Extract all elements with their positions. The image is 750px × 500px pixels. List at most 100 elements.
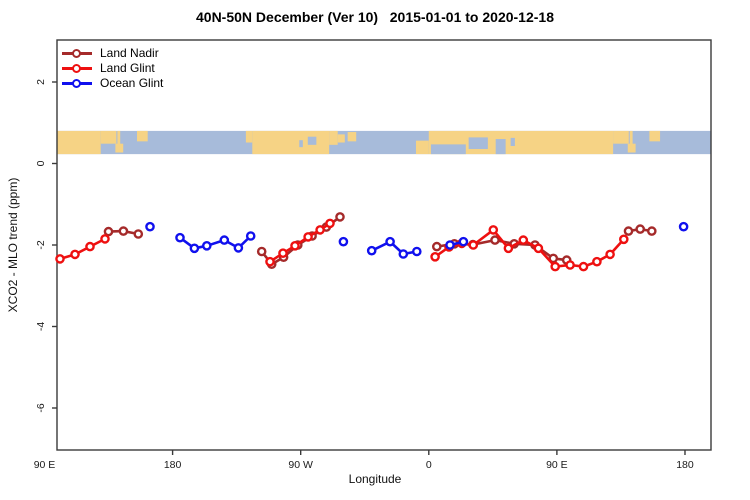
map-land-segment <box>117 130 121 148</box>
legend-line-circle-icon <box>62 49 92 58</box>
map-land-segment <box>627 143 636 153</box>
data-point <box>256 246 267 257</box>
data-point <box>103 226 114 237</box>
data-point <box>398 249 409 259</box>
data-point <box>290 240 300 251</box>
legend-line-circle-icon <box>62 79 92 88</box>
x-axis-label: Longitude <box>348 472 402 486</box>
x-tick-label: 180 <box>676 459 694 471</box>
map-land-segment <box>100 130 117 144</box>
x-tick-label: 90 E <box>546 459 568 471</box>
map-land-segment <box>347 132 357 142</box>
data-point <box>189 243 200 254</box>
data-point <box>366 245 377 256</box>
data-point <box>468 240 479 250</box>
map-water-segment <box>299 140 303 148</box>
map-water-segment <box>307 136 317 145</box>
map-land-segment <box>415 140 429 155</box>
map-strip <box>57 130 711 155</box>
data-point <box>458 236 469 247</box>
map-water-segment <box>510 137 515 146</box>
map-land-segment <box>252 130 330 155</box>
data-point <box>445 240 455 250</box>
series-ocean-glint <box>145 221 689 259</box>
chart-title: 40N-50N December (Ver 10) 2015-01-01 to … <box>196 9 554 25</box>
data-point <box>55 254 65 264</box>
legend-item-label: Land Nadir <box>100 46 159 60</box>
y-tick-label: -4 <box>35 322 47 331</box>
series-land-nadir <box>103 212 657 270</box>
data-point <box>133 229 144 239</box>
series-line <box>58 237 107 261</box>
data-point <box>303 232 313 242</box>
map-land-segment <box>613 130 629 144</box>
data-point <box>100 234 110 244</box>
data-point <box>278 248 288 258</box>
data-point <box>623 226 634 236</box>
data-point <box>245 231 256 241</box>
data-point <box>619 234 629 245</box>
data-point <box>490 235 500 245</box>
data-point <box>315 225 325 235</box>
map-water-segment <box>468 137 488 150</box>
map-land-segment <box>57 130 101 155</box>
data-point <box>431 241 442 252</box>
data-point <box>635 224 646 234</box>
y-tick-label: 0 <box>35 160 47 166</box>
map-land-segment <box>649 130 661 142</box>
data-point <box>175 232 185 243</box>
legend-line-circle-icon <box>62 64 92 73</box>
legend-item-label: Ocean Glint <box>100 76 164 90</box>
data-point <box>201 240 212 251</box>
data-point <box>335 212 345 222</box>
data-point <box>265 256 275 267</box>
legend-item-ocean-glint: Ocean Glint <box>62 76 163 91</box>
x-tick-label: 0 <box>426 459 432 471</box>
data-point <box>548 253 559 264</box>
data-point <box>518 235 529 245</box>
map-water-segment <box>430 144 466 155</box>
x-axis-ticks: 90 E 180 90 W 0 90 E 180 <box>34 450 694 471</box>
legend-item-land-nadir: Land Nadir <box>62 46 163 61</box>
data-point <box>145 221 155 232</box>
x-tick-label: 90 W <box>288 459 313 471</box>
data-point <box>430 251 440 262</box>
x-tick-label: 90 E <box>34 459 56 471</box>
x-tick-label: 180 <box>164 459 182 471</box>
data-point <box>550 261 561 272</box>
data-point <box>503 243 514 254</box>
data-point <box>488 225 499 235</box>
data-point <box>70 249 80 260</box>
map-land-segment <box>629 130 633 148</box>
y-tick-label: -6 <box>35 403 47 412</box>
data-point <box>605 249 615 260</box>
map-land-segment <box>329 130 338 145</box>
data-point <box>565 260 575 270</box>
data-point <box>85 241 95 252</box>
map-land-segment <box>137 130 148 142</box>
data-point <box>219 235 230 245</box>
map-land-segment <box>245 130 253 143</box>
map-land-segment <box>115 143 124 153</box>
legend: Land Nadir Land Glint Ocean Glint <box>62 46 163 91</box>
data-point <box>233 243 244 253</box>
data-point <box>678 221 689 232</box>
legend-item-land-glint: Land Glint <box>62 61 163 76</box>
data-point <box>118 226 129 236</box>
map-water-segment <box>495 139 506 155</box>
y-tick-label: -2 <box>35 240 47 249</box>
data-point <box>338 236 349 247</box>
data-point <box>411 246 422 257</box>
y-axis-ticks: 2 0 -2 -4 -6 <box>35 79 57 413</box>
legend-item-label: Land Glint <box>100 61 155 75</box>
data-point <box>533 243 544 254</box>
map-land-segment <box>337 134 345 143</box>
series-line <box>370 240 419 256</box>
data-point <box>647 226 657 236</box>
data-point <box>578 261 589 272</box>
data-point <box>385 236 395 247</box>
data-point <box>325 218 335 229</box>
y-tick-label: 2 <box>35 79 47 85</box>
